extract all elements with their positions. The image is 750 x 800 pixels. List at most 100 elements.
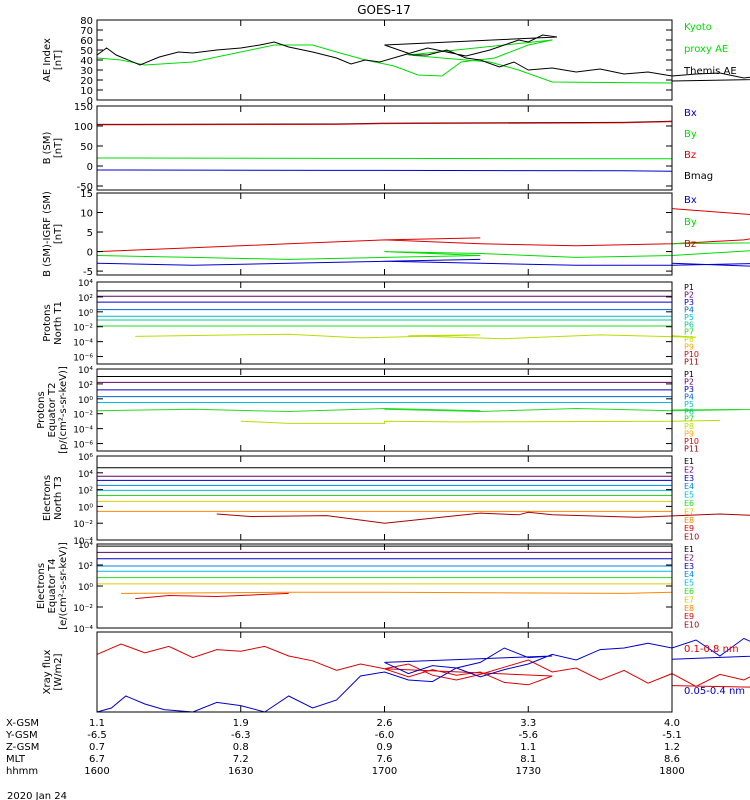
y-tick-label: 100: [74, 122, 93, 133]
y-tick-label: -50: [77, 182, 93, 193]
y-tick-label: 10²: [78, 487, 93, 497]
legend-label: P7: [684, 328, 694, 337]
legend-label: 0.05-0.4 nm: [684, 686, 745, 697]
ephemeris-value: 1.1: [520, 742, 536, 753]
legend-label: E1: [684, 457, 694, 466]
legend-label: P11: [684, 445, 699, 454]
y-tick-label: 10⁻⁴: [73, 537, 93, 547]
y-axis-label: Equator T2: [47, 383, 58, 438]
legend-label: By: [684, 217, 697, 228]
y-axis-label: [nT]: [53, 50, 64, 70]
y-axis-label: Electrons: [36, 563, 47, 609]
ephemeris-value: -6.3: [231, 730, 251, 741]
y-tick-label: 10⁰: [78, 503, 93, 513]
ephemeris-value: 0.7: [89, 742, 105, 753]
series-line-e8: [120, 591, 673, 594]
y-axis-label: North T3: [53, 476, 64, 520]
y-tick-label: 30: [80, 66, 93, 77]
series-line-e9: [216, 511, 750, 524]
legend-label: E5: [684, 491, 694, 500]
ephemeris-value: 0.9: [377, 742, 393, 753]
y-axis-label: Equator T4: [47, 559, 58, 614]
legend-label: Themis AE: [683, 66, 737, 77]
y-tick-label: 10⁻⁴: [73, 625, 93, 635]
y-axis-label: [W/m2]: [53, 653, 64, 690]
panel-frame: [96, 455, 673, 541]
legend-label: P9: [684, 343, 694, 352]
series-line-by: [96, 157, 672, 160]
y-tick-label: 50: [80, 46, 93, 57]
ephemeris-row-label: Z-GSM: [6, 742, 39, 753]
legend-label: E10: [684, 621, 699, 630]
y-tick-label: -5: [83, 267, 93, 278]
legend-label: E4: [684, 482, 694, 491]
y-tick-label: 0: [87, 96, 93, 107]
legend-label: P9: [684, 430, 694, 439]
ephemeris-row-label: hhmm: [6, 766, 38, 777]
legend-label: P4: [684, 392, 694, 401]
ephemeris-table: X-GSMY-GSMZ-GSMMLThhmm1.1-6.50.76.716001…: [5, 718, 685, 777]
panel-8: 10⁻⁹10⁻⁸Xray flux[W/m2]0.1-0.8 nm0.05-0.…: [42, 631, 750, 713]
series-line-p8: [240, 419, 720, 424]
series-line-kyoto-proxy-ae: [96, 39, 673, 84]
y-tick-label: 10⁻⁶: [73, 441, 93, 451]
ephemeris-value: 1800: [659, 766, 684, 777]
legend-label: Kyoto: [684, 22, 712, 33]
series-line-by: [96, 242, 750, 260]
legend-label: Bmag: [684, 171, 713, 182]
y-tick-label: 10⁴: [78, 366, 93, 376]
y-axis-label: Electrons: [42, 475, 53, 521]
y-tick-label: 10⁻²: [73, 604, 93, 614]
ephemeris-value: 2.6: [377, 718, 393, 729]
legend-label: By: [684, 129, 697, 140]
legend-label: E7: [684, 595, 694, 604]
panel-frame: [96, 19, 673, 101]
legend-label: Bx: [684, 108, 697, 119]
legend-label: P8: [684, 335, 694, 344]
y-tick-label: 150: [74, 102, 93, 113]
legend-label: P10: [684, 350, 699, 359]
y-tick-label: 10⁶: [78, 453, 93, 463]
legend-label: P10: [684, 437, 699, 446]
legend-label: E10: [684, 533, 699, 542]
y-axis-label: AE Index: [42, 38, 53, 82]
legend-label: P2: [684, 377, 694, 386]
legend-label: E5: [684, 579, 694, 588]
y-axis-label: Protons: [36, 391, 47, 428]
legend-label: P7: [684, 415, 694, 424]
ephemeris-value: 6.7: [89, 754, 105, 765]
series-line-0-05-0-4-nm: [96, 637, 750, 713]
y-tick-label: 10⁻²: [73, 411, 93, 421]
y-axis-label: [e/(cm²-s-sr-keV)]: [58, 542, 69, 630]
panel-frame: [96, 368, 673, 452]
y-tick-label: 10⁻²: [73, 520, 93, 530]
panel-frame: [96, 281, 673, 365]
series-line-p6: [96, 407, 750, 413]
legend-label: E8: [684, 516, 694, 525]
series-line-bz: [96, 208, 750, 253]
ephemeris-value: 4.0: [664, 718, 680, 729]
legend-label: P4: [684, 305, 694, 314]
legend-label: E6: [684, 499, 694, 508]
panel-frame: [96, 192, 673, 276]
legend-label: Bx: [684, 195, 697, 206]
y-tick-label: 10⁻²: [73, 324, 93, 334]
ephemeris-value: 8.6: [664, 754, 680, 765]
ephemeris-value: -5.6: [518, 730, 538, 741]
y-tick-label: 10⁻⁴: [73, 339, 93, 349]
legend-label: P5: [684, 313, 694, 322]
ephemeris-row-label: X-GSM: [6, 718, 39, 729]
legend-label: P1: [684, 283, 694, 292]
ephemeris-value: 1630: [228, 766, 253, 777]
ephemeris-value: 1600: [84, 766, 109, 777]
panel-4: 10⁻⁶ 10⁻⁴ 10⁻² 10⁰ 10² 10⁴ Protons North T1 P1P2…: [42, 279, 699, 367]
legend-label: E2: [684, 465, 694, 474]
y-tick-label: 10²: [78, 381, 93, 391]
series-line-bx: [96, 169, 673, 172]
y-tick-label: 10: [80, 209, 93, 220]
legend-label: E9: [684, 524, 694, 533]
y-tick-label: 10⁰: [78, 309, 93, 319]
legend-label: E4: [684, 570, 694, 579]
